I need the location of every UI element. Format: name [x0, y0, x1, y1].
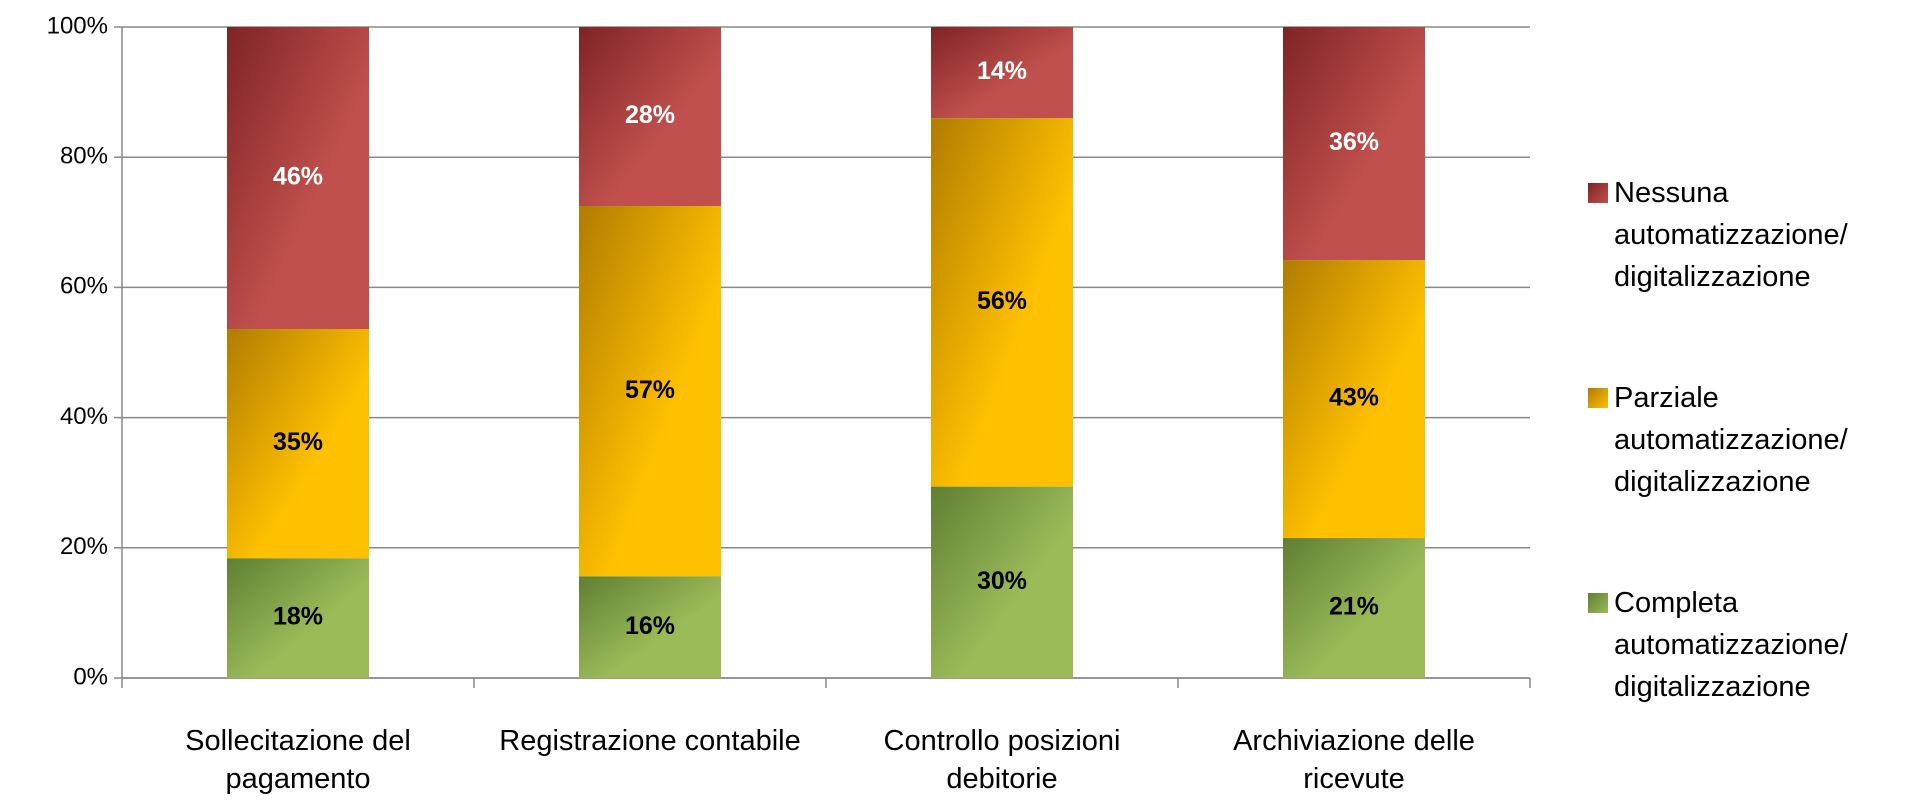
data-label: 43% [1329, 384, 1379, 412]
data-label: 18% [273, 603, 323, 631]
x-tick-label: Registrazione contabile [499, 725, 801, 757]
bar-segment [579, 27, 721, 207]
data-label: 56% [977, 287, 1027, 315]
bar-segment [931, 486, 1073, 678]
y-tick-label: 40% [60, 403, 108, 430]
data-label: 36% [1329, 128, 1379, 156]
bar-segment [931, 118, 1073, 487]
legend-label: Completa automatizzazione/ digitalizzazi… [1614, 587, 1848, 703]
legend-swatch [1588, 183, 1608, 203]
data-label: 14% [977, 57, 1027, 85]
y-tick-label: 20% [60, 533, 108, 560]
bar-segment [1283, 538, 1425, 678]
bar-segment [1283, 260, 1425, 539]
bar-segment [1283, 27, 1425, 261]
data-label: 16% [625, 612, 675, 640]
bar-segment [227, 27, 369, 330]
data-label: 46% [273, 163, 323, 191]
legend-label: Parziale automatizzazione/ digitalizzazi… [1614, 382, 1848, 498]
legend-swatch [1588, 388, 1608, 408]
y-tick-label: 0% [73, 663, 108, 690]
data-label: 28% [625, 101, 675, 129]
bar-segment [227, 329, 369, 559]
data-label: 57% [625, 376, 675, 404]
legend-swatch [1588, 593, 1608, 613]
y-tick-label: 60% [60, 273, 108, 300]
y-tick-label: 80% [60, 143, 108, 170]
legend-label: Nessuna automatizzazione/ digitalizzazio… [1614, 177, 1848, 293]
bar-segment [931, 27, 1073, 119]
x-tick-label: Archiviazione delle ricevute [1233, 725, 1475, 795]
x-tick-label: Controllo posizioni debitorie [883, 725, 1121, 795]
data-label: 21% [1329, 593, 1379, 621]
bar-segment [579, 576, 721, 678]
x-tick-label: Sollecitazione del pagamento [185, 725, 411, 795]
data-label: 35% [273, 428, 323, 456]
bar-segment [227, 558, 369, 678]
y-tick-label: 100% [47, 12, 108, 39]
data-label: 30% [977, 567, 1027, 595]
bar-segment [579, 206, 721, 577]
